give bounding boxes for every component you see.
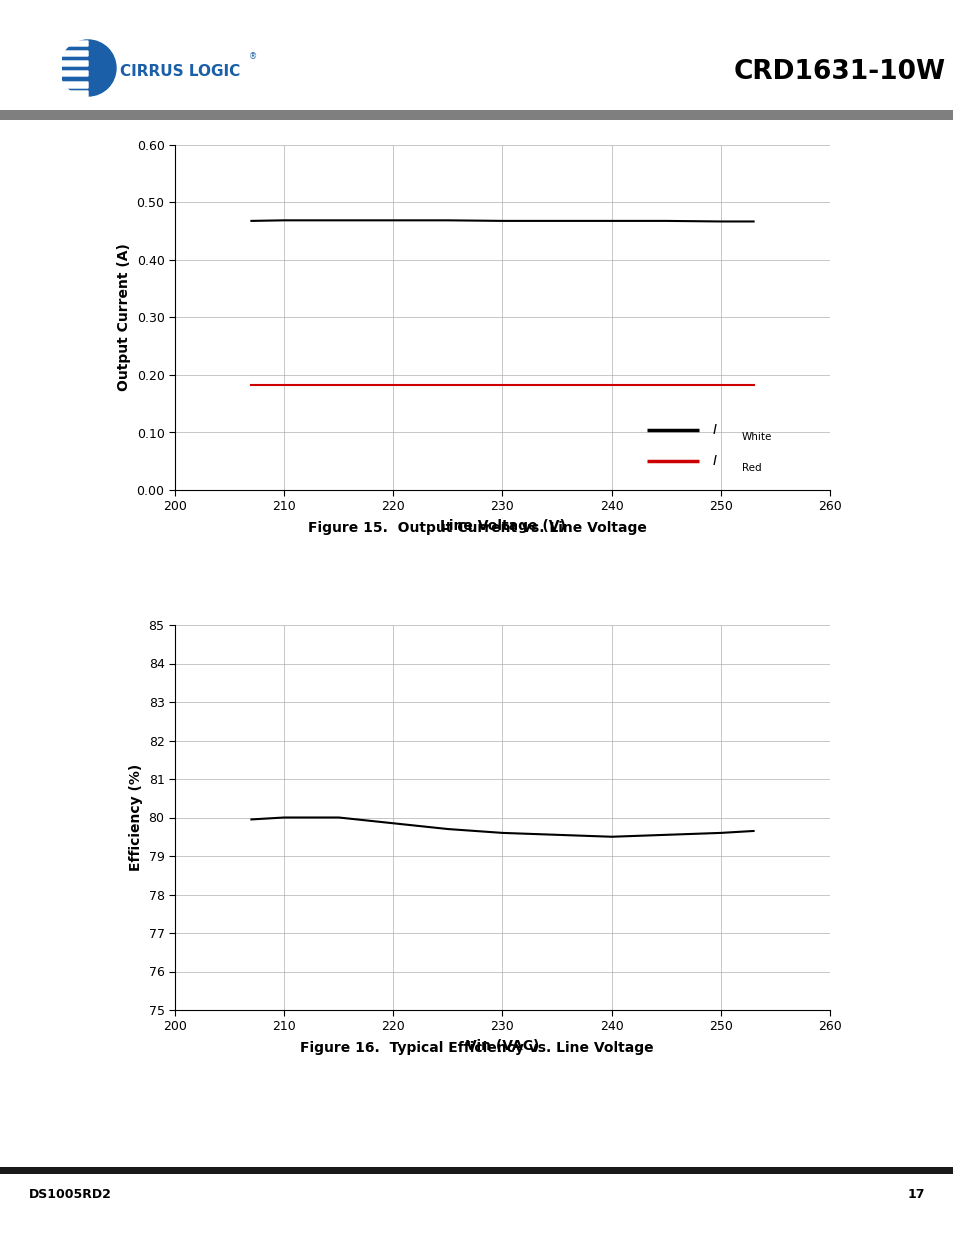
Circle shape	[60, 40, 116, 96]
Text: 17: 17	[907, 1188, 924, 1202]
Y-axis label: Output Current (A): Output Current (A)	[117, 243, 131, 391]
FancyBboxPatch shape	[56, 82, 88, 88]
Y-axis label: Efficiency (%): Efficiency (%)	[129, 764, 143, 871]
FancyBboxPatch shape	[56, 41, 88, 46]
X-axis label: Line Voltage (V): Line Voltage (V)	[439, 519, 565, 534]
Text: CRD1631-10W: CRD1631-10W	[733, 59, 944, 85]
Text: CIRRUS LOGIC: CIRRUS LOGIC	[120, 64, 240, 79]
Text: Red: Red	[740, 463, 760, 473]
X-axis label: Vin (VAC): Vin (VAC)	[465, 1039, 538, 1053]
Text: $I$: $I$	[711, 422, 717, 437]
FancyBboxPatch shape	[56, 61, 88, 65]
Text: White: White	[740, 431, 771, 442]
FancyBboxPatch shape	[56, 51, 88, 56]
Text: DS1005RD2: DS1005RD2	[29, 1188, 112, 1202]
Text: ®: ®	[249, 53, 257, 62]
FancyBboxPatch shape	[56, 70, 88, 77]
Text: $I$: $I$	[711, 453, 717, 468]
FancyBboxPatch shape	[56, 91, 88, 98]
Text: Figure 16.  Typical Efficiency vs. Line Voltage: Figure 16. Typical Efficiency vs. Line V…	[300, 1041, 653, 1055]
Text: Figure 15.  Output Current vs. Line Voltage: Figure 15. Output Current vs. Line Volta…	[307, 521, 646, 535]
